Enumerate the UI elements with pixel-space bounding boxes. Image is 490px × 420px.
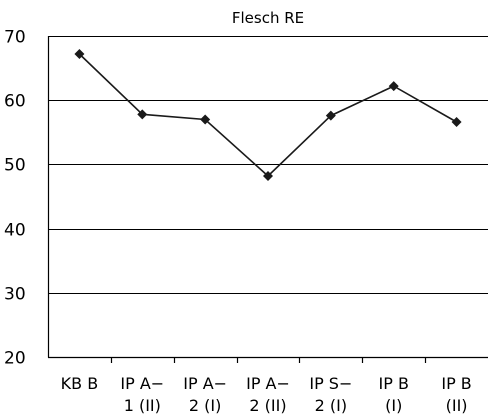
- data-point-4: [325, 110, 336, 121]
- data-point-1: [137, 109, 148, 120]
- series: [74, 48, 462, 181]
- x-tick-label: 1 (II): [124, 396, 161, 415]
- axes: [47, 36, 488, 363]
- x-tick-label: (I): [385, 396, 402, 415]
- y-axis-ticks: 20 30 40 50 60 70: [4, 28, 26, 369]
- data-point-5: [388, 81, 399, 92]
- data-point-0: [74, 48, 85, 59]
- data-point-3: [263, 170, 273, 181]
- y-tick-label: 30: [4, 285, 26, 305]
- x-tick-label: IP A−: [183, 374, 227, 393]
- x-tick-label: (II): [446, 396, 468, 415]
- series-line: [78, 53, 457, 178]
- x-tick-label: IP S−: [309, 374, 352, 393]
- x-tick-label: 2 (I): [189, 396, 221, 415]
- x-tick-label: KB B: [61, 374, 99, 393]
- y-tick-label: 40: [4, 221, 26, 241]
- y-tick-label: 60: [4, 92, 26, 112]
- x-tick-label: IP A−: [120, 374, 164, 393]
- y-tick-label: 20: [4, 349, 26, 369]
- y-tick-label: 50: [4, 156, 26, 176]
- x-tick-label: 2 (I): [315, 396, 347, 415]
- data-point-6: [451, 117, 462, 128]
- x-tick-label: 2 (II): [249, 396, 286, 415]
- x-tick-label: IP B: [378, 374, 408, 393]
- data-point-2: [200, 114, 211, 125]
- chart-title: Flesch RE: [232, 9, 304, 27]
- x-tick-label: IP B: [441, 374, 471, 393]
- grid: [48, 36, 488, 294]
- x-tick-label: IP A−: [246, 374, 290, 393]
- x-axis-ticks: KB B IP A− 1 (II) IP A− 2 (I) IP A− 2 (II) IP S…: [61, 374, 472, 415]
- y-tick-label: 70: [4, 28, 26, 48]
